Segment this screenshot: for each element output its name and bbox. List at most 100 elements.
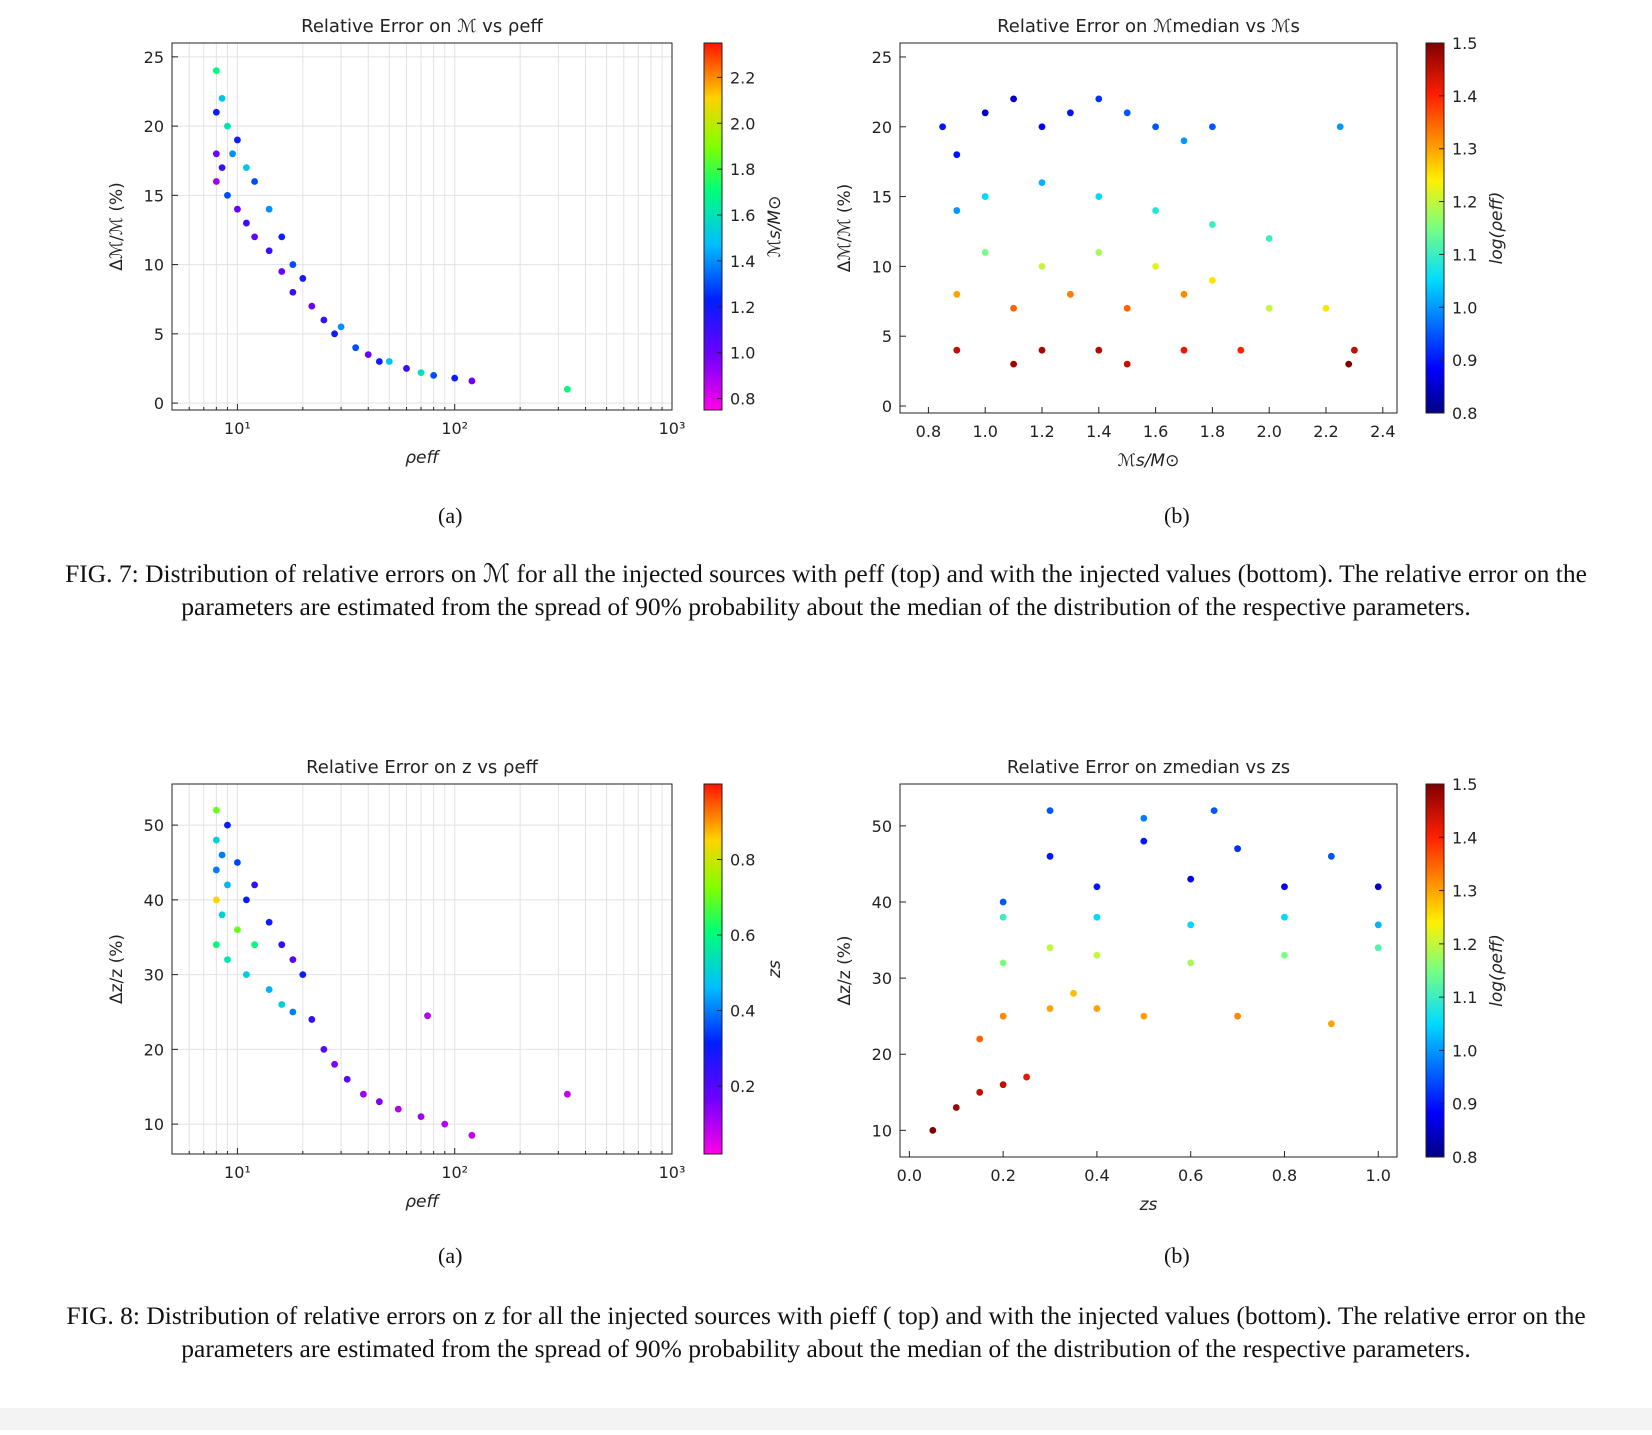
fig7a-data-point (430, 371, 438, 379)
fig8-caption: FIG. 8: Distribution of relative errors … (66, 1301, 1586, 1363)
fig7a-data-point (234, 136, 241, 144)
fig8a-data-point (251, 941, 259, 949)
fig7b-data-point (1336, 123, 1344, 131)
fig8b-data-point (999, 1081, 1007, 1089)
fig7b-data-point (1038, 179, 1046, 187)
fig8a-data-point (375, 1098, 383, 1106)
fig7a-plot-frame (171, 42, 673, 411)
fig7-sublabel-a: (a) (438, 503, 463, 528)
fig8a-data-point (251, 881, 259, 889)
fig7b-chart: 0.8 1.0 1.2 1.4 1.6 1.8 2.0 2.2 2.4 0 5 10 15 20 25 Rel… (835, 16, 1507, 471)
fig7b-data-point (1180, 346, 1188, 354)
fig8b-data-point (1140, 814, 1148, 822)
fig7b-data-point (1345, 360, 1353, 368)
fig7a-data-point (289, 288, 297, 296)
fig7b-colorbar-tick-label: 1.0 (1452, 298, 1477, 317)
fig8b-colorbar-tick-label: 1.3 (1452, 882, 1477, 901)
fig8a-data-point (218, 911, 226, 919)
fig8a-colorbar-tick-label: 0.8 (730, 851, 755, 870)
fig7a-data-point (212, 150, 220, 158)
fig8a-data-point (224, 881, 231, 889)
fig7b-colorbar-tick-label: 0.8 (1452, 404, 1477, 423)
fig8b-data-point (1046, 807, 1054, 815)
fig8b-xtick-label: 1.0 (1366, 1166, 1391, 1185)
fig8a-data-point (224, 956, 231, 964)
fig8a-data-point (563, 1090, 571, 1098)
fig7b-data-point (1209, 276, 1216, 284)
fig7b-data-point (1123, 360, 1131, 368)
fig8a-data-point (212, 896, 220, 904)
fig8b-xtick-label: 0.6 (1178, 1166, 1203, 1185)
fig7b-xtick-label: 1.4 (1086, 422, 1111, 441)
fig7a-ytick-label: 5 (154, 325, 164, 344)
fig7a-data-point (224, 122, 231, 130)
fig7b-ylabel: Δℳ/ℳ (%) (835, 184, 855, 273)
fig7a-ytick-label: 10 (144, 256, 164, 275)
fig7b-plot-frame (899, 42, 1398, 414)
fig7a-data-point (320, 316, 328, 324)
fig7b-data-point (1351, 346, 1358, 354)
fig7b-xtick-label: 1.2 (1029, 422, 1054, 441)
fig8a-data-point (212, 836, 220, 844)
fig8b-ytick-label: 10 (872, 1121, 892, 1140)
fig7a-colorbar-tick-label: 1.8 (730, 160, 755, 179)
fig8a-data-point (289, 956, 297, 964)
fig8a-data-point (468, 1131, 476, 1139)
fig8b-colorbar: 0.8 0.9 1.0 1.1 1.2 1.3 1.4 1.5 log(ρeff) (1425, 775, 1507, 1167)
fig8a-data-point (299, 971, 307, 979)
fig7b-data-point (1180, 137, 1188, 145)
fig8b-data-point (999, 1012, 1007, 1020)
fig8a-xtick-label: 10² (441, 1163, 468, 1182)
fig7b-data-point (1123, 304, 1131, 312)
fig8b-xtick-label: 0.0 (897, 1166, 922, 1185)
fig7b-ytick-label: 25 (872, 48, 892, 67)
fig8b-data-point (952, 1104, 960, 1111)
fig7b-title: Relative Error on ℳmedian vs ℳs (997, 16, 1300, 37)
fig7a-data-point (251, 178, 259, 185)
fig7b-data-point (939, 123, 946, 131)
fig8b-colorbar-tick-label: 1.5 (1452, 775, 1477, 794)
fig8b-colorbar-tick-label: 0.9 (1452, 1095, 1477, 1114)
fig7b-ytick-label: 20 (872, 118, 892, 137)
fig7a-ytick-label: 20 (144, 117, 164, 136)
fig7a-data-point (224, 191, 231, 199)
fig8a-data-point (278, 1001, 286, 1008)
fig7a-data-point (243, 219, 250, 227)
fig7a-data-point (385, 358, 393, 365)
fig8b-colorbar-tick-label: 1.0 (1452, 1041, 1477, 1060)
fig8a-ytick-label: 20 (144, 1040, 164, 1059)
fig7a-xtick-label: 10¹ (224, 419, 251, 438)
fig8a-chart: 10¹ 10² 10³ 10 20 30 40 50 Relative Error on z v… (107, 757, 785, 1212)
fig7a-data-point (218, 94, 226, 102)
fig7b-data-point (1237, 346, 1245, 354)
fig7b-data-point (953, 207, 961, 214)
fig7a-data-point (289, 261, 297, 268)
fig8a-title: Relative Error on z vs ρeff (306, 757, 538, 778)
fig8a-colorbar-bar (703, 783, 723, 1155)
fig7b-data-point (1067, 290, 1074, 298)
fig7a-data-point (451, 374, 459, 382)
fig7b-data-point (953, 346, 961, 354)
fig7b-data-point (1095, 249, 1103, 256)
fig7a-data-point (331, 330, 338, 338)
fig7a-xtick-label: 10³ (659, 419, 686, 438)
fig7a-ytick-label: 15 (144, 186, 164, 205)
fig7b-data-point (1038, 262, 1046, 270)
fig8a-data-point (265, 986, 273, 993)
fig7b-colorbar-tick-label: 1.5 (1452, 34, 1477, 53)
fig8a-grid (171, 784, 673, 1154)
fig8a-colorbar: 0.2 0.4 0.6 0.8 zs (703, 783, 785, 1155)
fig8b-xtick-label: 0.8 (1272, 1166, 1297, 1185)
fig8b-data-point (999, 959, 1007, 967)
fig7b-data-point (1067, 109, 1074, 117)
fig7b-data-point (1180, 290, 1188, 298)
fig8a-data-point (359, 1090, 367, 1098)
fig7b-data-point (1095, 193, 1103, 200)
fig8a-ytick-label: 30 (144, 966, 164, 985)
fig8a-data-point (243, 896, 250, 904)
fig8a-ytick-label: 10 (144, 1115, 164, 1134)
fig7b-data-point (1322, 304, 1330, 312)
fig7b-data-point (1265, 235, 1273, 242)
fig7b-ytick-label: 0 (882, 397, 892, 416)
